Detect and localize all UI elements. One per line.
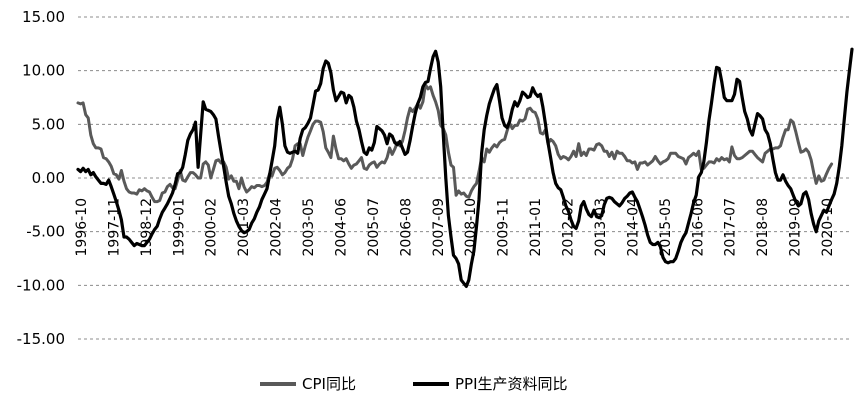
y-axis-ticks: 15.00 10.00 5.00 0.00 -5.00 -10.00 -15.00 <box>17 8 65 348</box>
y-tick-label: 0.00 <box>32 169 65 187</box>
x-tick-label: 2013-03 <box>593 198 609 257</box>
x-tick-label: 2015-05 <box>658 198 674 257</box>
legend-label-ppi: PPI生产资料同比 <box>455 375 568 393</box>
x-tick-label: 2014-04 <box>625 198 641 257</box>
x-tick-label: 2005-07 <box>366 198 382 257</box>
x-tick-label: 2007-09 <box>431 198 447 257</box>
legend-item-ppi: PPI生产资料同比 <box>413 375 568 393</box>
x-tick-label: 1997-11 <box>106 198 122 257</box>
x-tick-label: 2012-02 <box>561 198 577 257</box>
y-tick-label: 5.00 <box>32 115 65 133</box>
x-tick-label: 2009-11 <box>496 198 512 257</box>
series-lines <box>76 47 854 288</box>
y-tick-label: 10.00 <box>22 62 65 80</box>
x-tick-label: 1999-01 <box>171 198 187 257</box>
x-tick-label: 2003-05 <box>301 198 317 257</box>
legend-label-cpi: CPI同比 <box>302 375 356 393</box>
x-tick-label: 2018-08 <box>755 198 771 257</box>
x-tick-label: 2017-07 <box>723 198 739 257</box>
series-line-ppi <box>76 47 854 288</box>
x-tick-label: 2008-10 <box>463 198 479 257</box>
x-tick-label: 2002-04 <box>269 198 285 257</box>
x-tick-label: 2016-06 <box>690 198 706 257</box>
legend-item-cpi: CPI同比 <box>260 375 356 393</box>
gridlines <box>78 16 852 340</box>
legend: CPI同比 PPI生产资料同比 <box>260 375 568 393</box>
x-tick-label: 1998-12 <box>139 198 155 257</box>
x-tick-label: 2004-06 <box>334 198 350 257</box>
x-tick-label: 2011-01 <box>528 198 544 257</box>
series-line-cpi <box>76 83 834 204</box>
y-tick-label: -15.00 <box>17 330 65 348</box>
x-tick-label: 2000-02 <box>204 198 220 257</box>
x-tick-label: 1996-10 <box>74 198 90 257</box>
y-tick-label: -5.00 <box>26 223 65 241</box>
x-axis-ticks: 1996-10 1997-11 1998-12 1999-01 2000-02 2001-… <box>74 198 836 257</box>
y-tick-label: -10.00 <box>17 276 65 294</box>
x-tick-label: 2019-09 <box>788 198 804 257</box>
x-tick-label: 2006-08 <box>398 198 414 257</box>
y-tick-label: 15.00 <box>22 8 65 26</box>
x-tick-label: 2020-10 <box>820 198 836 257</box>
x-tick-label: 2001-03 <box>236 198 252 257</box>
